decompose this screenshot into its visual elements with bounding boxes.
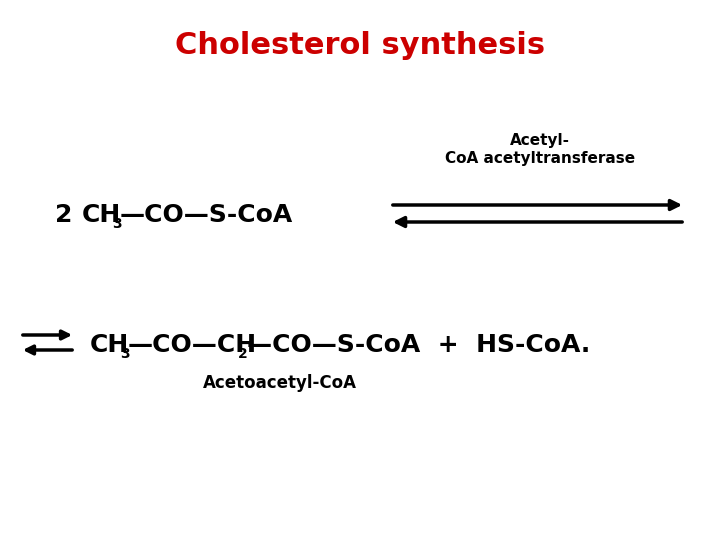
Text: CH: CH <box>82 203 121 227</box>
Text: 3: 3 <box>120 347 130 361</box>
Text: Acetyl-: Acetyl- <box>510 132 570 147</box>
Text: 2: 2 <box>55 203 73 227</box>
Text: Cholesterol synthesis: Cholesterol synthesis <box>175 30 545 59</box>
Text: CoA acetyltransferase: CoA acetyltransferase <box>445 151 635 165</box>
Text: 2: 2 <box>238 347 248 361</box>
Text: —CO—CH: —CO—CH <box>128 333 257 357</box>
Text: Acetoacetyl-CoA: Acetoacetyl-CoA <box>203 374 357 392</box>
Text: —CO—S-CoA  +  HS-CoA.: —CO—S-CoA + HS-CoA. <box>247 333 590 357</box>
Text: CH: CH <box>90 333 130 357</box>
Text: 3: 3 <box>112 217 122 231</box>
Text: —CO—S-CoA: —CO—S-CoA <box>120 203 293 227</box>
